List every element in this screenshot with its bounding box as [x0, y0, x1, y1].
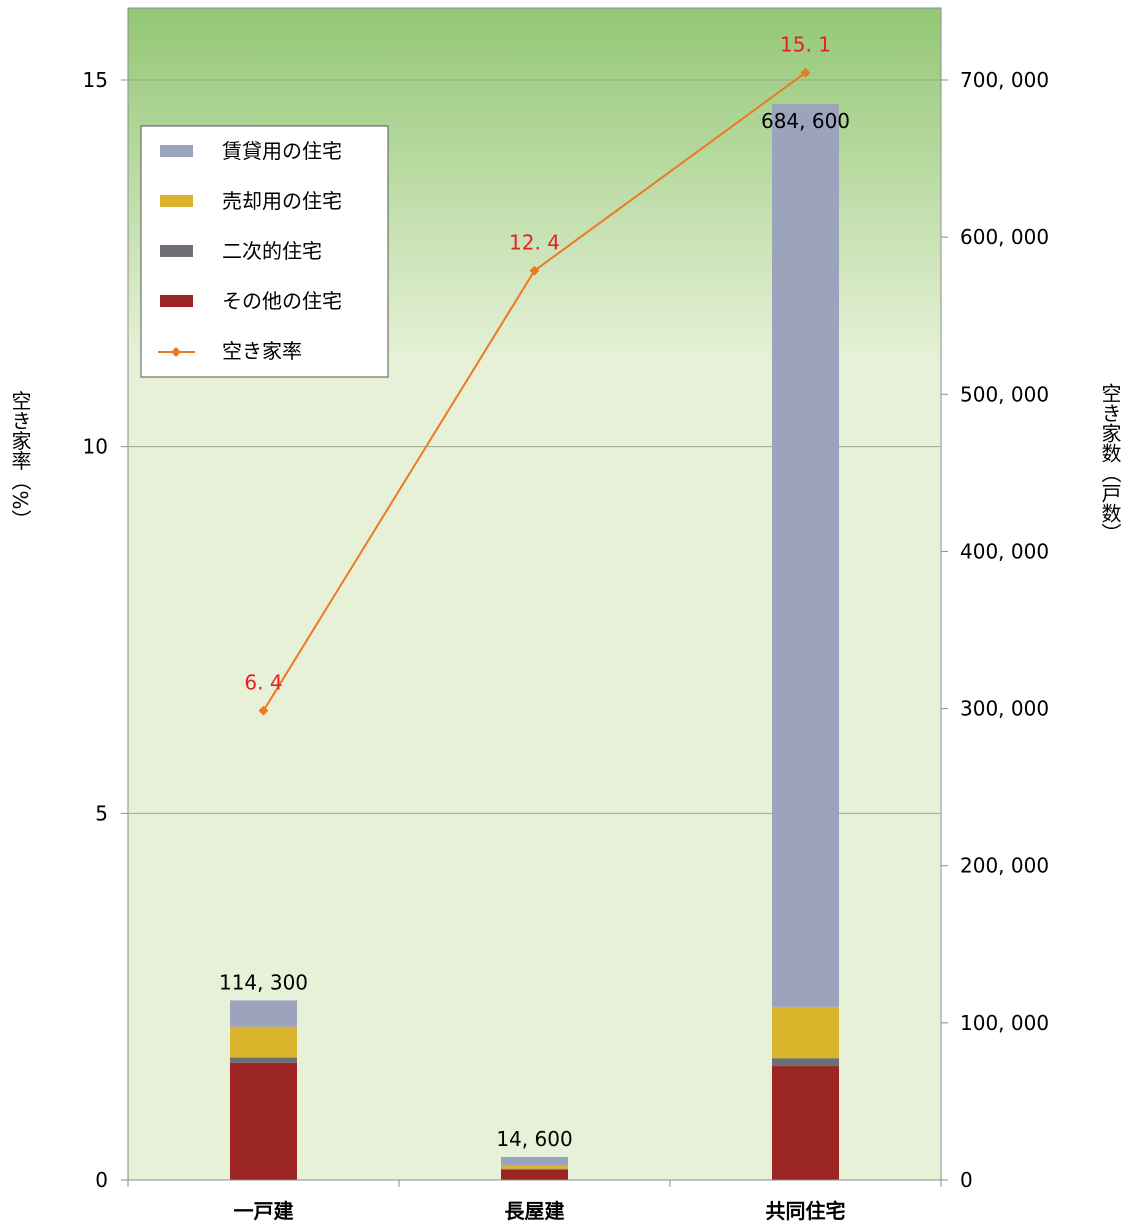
y-right-axis-title: 空き家数（戸数）: [1098, 383, 1122, 543]
bar-segment-2: [230, 1057, 297, 1063]
rate-point: [258, 705, 269, 716]
legend-label-rate: 空き家率: [222, 339, 302, 363]
y-left-tick-label: 10: [83, 435, 108, 459]
x-category-label: 共同住宅: [766, 1199, 846, 1223]
legend-label-other: その他の住宅: [222, 289, 342, 313]
legend-swatch-rate-marker: [171, 347, 181, 357]
bar-segment-3: [501, 1165, 568, 1169]
bar-total-label: 14, 600: [496, 1127, 572, 1151]
bar-segment-2: [772, 1058, 839, 1067]
y-right-tick-label: 100, 000: [960, 1011, 1049, 1035]
rate-point-label: 12. 4: [509, 231, 560, 255]
y-right-tick-label: 0: [960, 1168, 973, 1192]
bar-segment-1: [772, 1066, 839, 1180]
bar-total-label: 114, 300: [219, 970, 308, 994]
legend-label-rental: 賃貸用の住宅: [222, 139, 342, 163]
axes: 0 5 10 15 0 100, 000 200, 000 300, 000 400, 000 5…: [83, 68, 1050, 1223]
y-right-tick-label: 700, 000: [960, 68, 1049, 92]
y-left-tick-label: 5: [95, 801, 108, 825]
legend: 賃貸用の住宅 売却用の住宅 二次的住宅 その他の住宅 空き家率: [140, 125, 389, 378]
legend-label-for-sale: 売却用の住宅: [222, 189, 342, 213]
y-right-tick-label: 200, 000: [960, 854, 1049, 878]
x-category-label: 一戸建: [234, 1199, 294, 1223]
bar-segment-2: [501, 1168, 568, 1170]
x-category-label: 長屋建: [505, 1199, 565, 1223]
data-labels: 114, 300 14, 600 684, 600 6. 4 12. 4 15. 1: [219, 33, 850, 1151]
bar-stacks: [230, 104, 839, 1180]
legend-swatch-secondary: [160, 245, 193, 257]
bar-segment-3: [772, 1006, 839, 1059]
bar-total-label: 684, 600: [761, 109, 850, 133]
y-right-tick-label: 300, 000: [960, 697, 1049, 721]
y-left-tick-label: 0: [95, 1168, 108, 1192]
y-left-tick-label: 15: [83, 68, 108, 92]
rate-point: [529, 265, 540, 276]
y-right-tick-label: 600, 000: [960, 225, 1049, 249]
y-left-axis-title: 空き家率（%）: [8, 390, 32, 529]
rate-line: [258, 67, 811, 716]
legend-swatch-other: [160, 295, 193, 307]
rate-point-label: 6. 4: [244, 671, 282, 695]
bar-segment-3: [230, 1026, 297, 1058]
rate-point-label: 15. 1: [780, 33, 831, 57]
rate-point: [800, 67, 811, 78]
bar-segment-4: [230, 1000, 297, 1027]
legend-swatch-for-sale: [160, 195, 193, 207]
legend-swatch-rental: [160, 145, 193, 157]
y-right-tick-label: 400, 000: [960, 539, 1049, 563]
bar-segment-4: [501, 1157, 568, 1166]
legend-label-secondary: 二次的住宅: [222, 239, 322, 263]
bar-segment-1: [230, 1062, 297, 1180]
bar-segment-4: [772, 104, 839, 1007]
bar-segment-1: [501, 1169, 568, 1180]
y-right-tick-label: 500, 000: [960, 382, 1049, 406]
